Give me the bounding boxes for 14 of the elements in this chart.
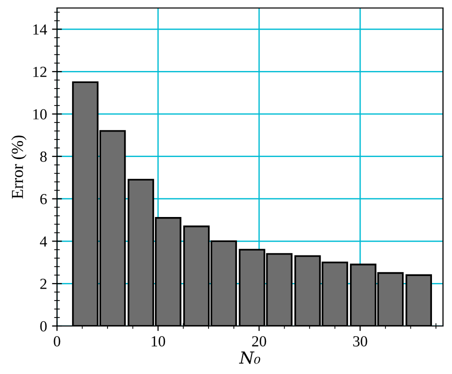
y-axis-title: Error (%) (11, 136, 26, 199)
y-tick-label: 10 (33, 109, 47, 120)
y-tick-label: 4 (40, 236, 48, 246)
x-axis-title: N₀ (239, 351, 260, 364)
y-tick-label: 2 (40, 278, 46, 289)
y-tick-label: 14 (33, 24, 48, 34)
y-tick-label: 8 (40, 152, 47, 162)
x-tick-label: 10 (152, 336, 166, 346)
y-tick-label: 6 (40, 194, 47, 204)
y-tick-label: 12 (33, 66, 46, 77)
x-tick-label: 0 (54, 336, 60, 346)
y-tick-label: 0 (40, 321, 47, 332)
x-tick-label: 30 (353, 336, 368, 346)
x-tick-label: 20 (252, 336, 266, 346)
